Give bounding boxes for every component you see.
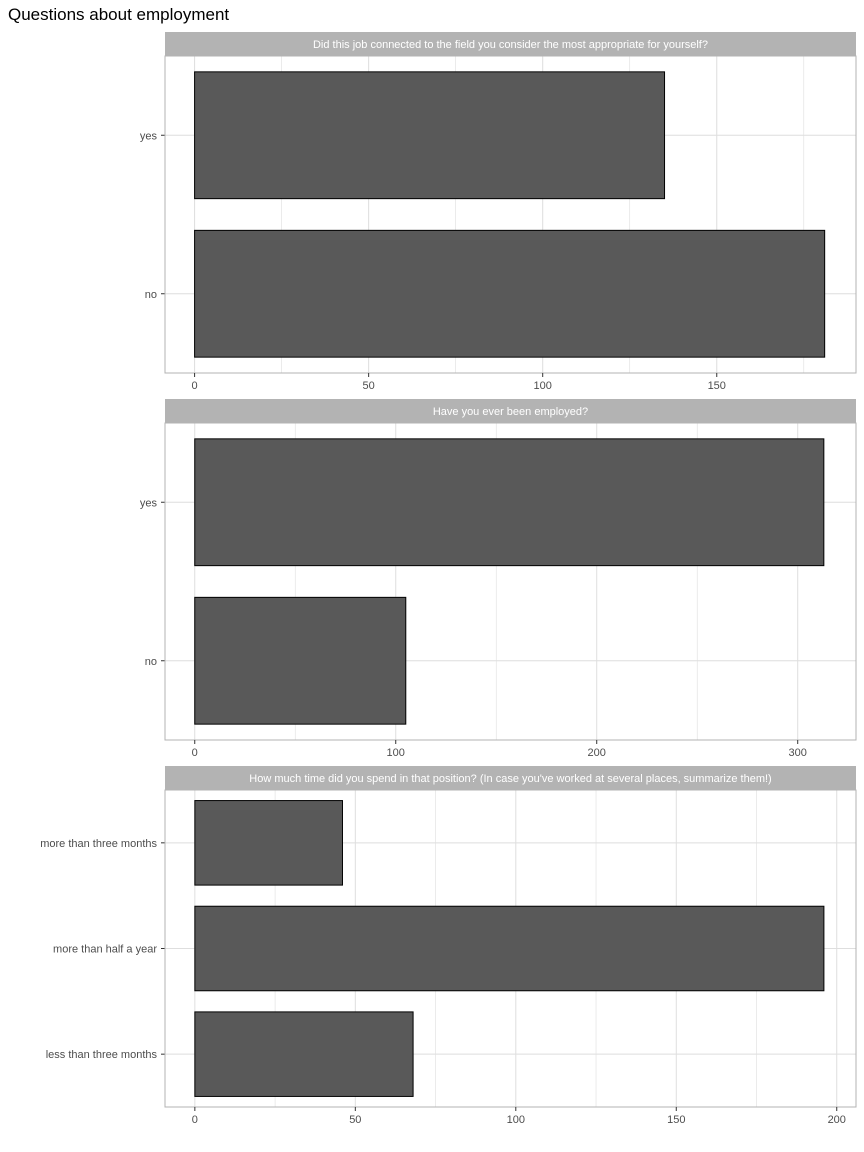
y-tick-label: yes	[140, 497, 158, 509]
x-tick-label: 200	[588, 747, 606, 759]
y-tick-label: no	[145, 656, 157, 668]
x-tick-label: 0	[192, 747, 198, 759]
x-tick-label: 100	[387, 747, 405, 759]
y-tick-label: less than three months	[46, 1049, 158, 1061]
panel-border	[164, 789, 857, 1108]
facet-strip	[165, 399, 856, 423]
panel-border	[164, 55, 857, 374]
facet-title: How much time did you spend in that posi…	[249, 773, 771, 785]
x-tick-label: 0	[192, 380, 198, 392]
bar-no	[194, 596, 407, 725]
facet-title: Did this job connected to the field you …	[313, 39, 708, 51]
x-tick-label: 150	[708, 380, 726, 392]
y-tick-label: more than three months	[40, 838, 157, 850]
x-tick-label: 50	[349, 1114, 361, 1126]
x-tick-label: 200	[828, 1114, 846, 1126]
facet-strip	[165, 32, 856, 56]
facet-strip	[165, 766, 856, 790]
y-tick-label: no	[145, 289, 157, 301]
y-tick-label: yes	[140, 130, 158, 142]
chart-title: Questions about employment	[8, 5, 230, 24]
bar-yes	[194, 71, 666, 200]
bar-less-than-three-months	[194, 1011, 414, 1097]
bar-more-than-half-a-year	[194, 905, 825, 992]
y-tick-label: more than half a year	[53, 944, 157, 956]
x-tick-label: 100	[534, 380, 552, 392]
bar-more-than-three-months	[194, 800, 343, 886]
bar-no	[194, 229, 826, 358]
x-tick-label: 50	[363, 380, 375, 392]
x-tick-label: 150	[667, 1114, 685, 1126]
x-tick-label: 300	[789, 747, 807, 759]
panel-border	[164, 422, 857, 741]
bar-yes	[194, 438, 825, 567]
x-tick-label: 100	[507, 1114, 525, 1126]
x-tick-label: 0	[192, 1114, 198, 1126]
facet-title: Have you ever been employed?	[433, 406, 588, 418]
